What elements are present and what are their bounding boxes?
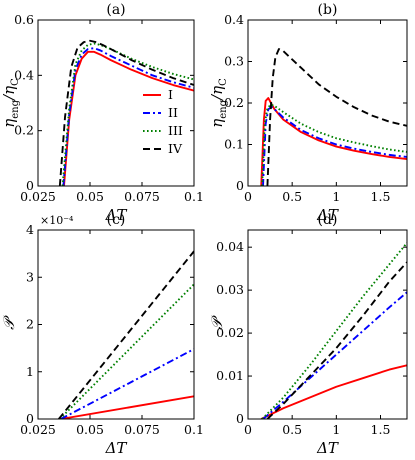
panel-label: (c)	[107, 212, 126, 228]
y-axis-label: ηeng/ηC	[0, 78, 21, 128]
y-axis-label: 𝒫	[0, 315, 18, 330]
y-tick-label: 0.2	[224, 95, 244, 110]
y-tick-label: 1	[26, 364, 34, 379]
y-tick-label: 0.6	[14, 12, 34, 27]
series-line-I	[260, 97, 407, 186]
x-axis-label: ΔT	[316, 206, 339, 224]
y-tick-label: 3	[26, 269, 34, 284]
x-tick-label: 0.5	[282, 189, 302, 204]
x-axis-label: ΔT	[105, 206, 128, 224]
legend-label-I: I	[168, 87, 173, 102]
x-tick-label: 1	[332, 422, 340, 437]
panel-label: (b)	[318, 2, 338, 18]
x-tick-label: 0.05	[76, 422, 104, 437]
axes-frame	[247, 229, 408, 420]
x-tick-label: 0.075	[124, 189, 160, 204]
legend-label-IV: IV	[168, 141, 183, 156]
series-line-I	[260, 364, 407, 419]
x-tick-label: 0.5	[282, 422, 302, 437]
series-line-III	[261, 103, 407, 186]
series-line-III	[261, 242, 407, 419]
series-line-I	[63, 50, 194, 186]
x-tick-label: 0.1	[184, 189, 204, 204]
legend-label-III: III	[168, 123, 183, 138]
y-tick-label: 0.01	[216, 368, 244, 383]
x-tick-label: 0.025	[20, 422, 56, 437]
y-tick-label: 0	[236, 178, 244, 193]
y-axis-label: ηeng/ηC	[208, 78, 229, 128]
x-axis-label: ΔT	[105, 439, 128, 457]
y-tick-label: 0	[26, 178, 34, 193]
y-axis-label: 𝒫	[208, 315, 226, 330]
x-tick-label: 1.5	[371, 422, 391, 437]
y-tick-label: 2	[26, 317, 34, 332]
x-tick-label: 0.05	[76, 189, 104, 204]
panel-2: (c) 0.025 0.05 0.075 0.1 0 1 2 3 4 ΔT 𝒫 ×10⁻⁴	[0, 212, 204, 457]
x-tick-label: 1.5	[371, 189, 391, 204]
series-line-II	[262, 291, 407, 419]
y-tick-label: 4	[26, 222, 34, 237]
legend-label-II: II	[168, 105, 178, 120]
y-tick-label: 0.1	[224, 137, 244, 152]
series-line-IV	[58, 250, 194, 419]
axis-multiplier: ×10⁻⁴	[40, 214, 74, 227]
y-tick-label: 0.4	[224, 12, 244, 27]
panel-0: (a) 0.025 0.05 0.075 0.1 0 0.2 0.4 0.6 ΔT ηeng/ηC I…	[0, 2, 204, 224]
panel-1: (b) 0 0.5 1 1.5 0 0.1 0.2 0.3 0.4 ΔT ηeng/ηC	[208, 2, 408, 224]
panel-label: (a)	[106, 2, 125, 18]
series-line-I	[60, 395, 194, 419]
y-tick-label: 0	[26, 411, 34, 426]
series-line-II	[262, 106, 407, 186]
series-line-IV	[58, 39, 194, 186]
axes-frame	[37, 19, 195, 187]
series-line-II	[60, 348, 194, 419]
panel-3: (d) 0 0.5 1 1.5 0 0.01 0.02 0.03 0.04 ΔT 𝒫	[208, 212, 408, 457]
panel-label: (d)	[318, 212, 338, 228]
x-tick-label: 1	[332, 189, 340, 204]
x-tick-label: 0.1	[184, 422, 204, 437]
y-tick-label: 0.03	[216, 282, 244, 297]
y-tick-label: 0.3	[224, 54, 244, 69]
x-axis-label: ΔT	[316, 439, 339, 457]
x-tick-label: 0	[244, 422, 252, 437]
y-tick-label: 0.04	[216, 239, 244, 254]
y-tick-label: 0	[236, 411, 244, 426]
x-tick-label: 0.075	[124, 422, 160, 437]
x-tick-label: 0	[244, 189, 252, 204]
x-tick-label: 0.025	[20, 189, 56, 204]
y-tick-label: 0.4	[14, 67, 34, 82]
y-tick-label: 0.02	[216, 325, 244, 340]
series-line-IV	[266, 48, 407, 186]
y-tick-label: 0.2	[14, 123, 34, 138]
series-line-IV	[266, 261, 407, 419]
